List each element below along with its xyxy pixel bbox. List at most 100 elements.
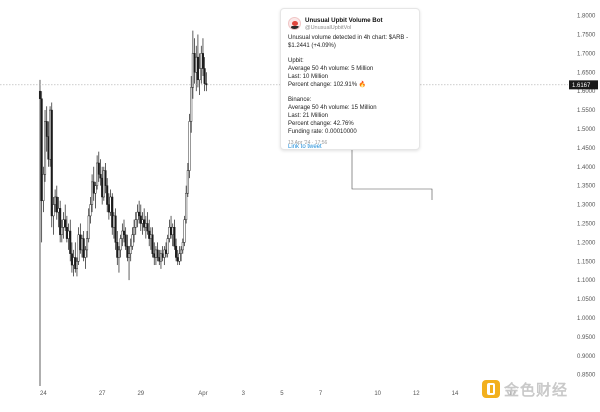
tweet-timestamp: 13 Apr '24 · 17:56: [288, 140, 328, 146]
candle: [52, 197, 55, 235]
candle-body: [57, 208, 60, 213]
candle-body: [111, 196, 114, 228]
candle: [158, 249, 161, 266]
y-tick-label: 1.2500: [577, 221, 596, 227]
candle: [62, 212, 65, 239]
y-tick-label: 1.3500: [577, 184, 596, 190]
candle: [133, 219, 136, 243]
candle: [42, 166, 45, 213]
candle: [122, 219, 126, 243]
candle: [96, 155, 99, 190]
tweet-card[interactable]: Unusual Upbit Volume Bot @UnusualUpbitVo…: [280, 8, 420, 150]
candle: [94, 181, 97, 209]
candle-body: [151, 234, 154, 254]
upbit-last: Last: 10 Million: [288, 74, 329, 80]
candle-body: [129, 245, 132, 254]
y-tick-label: 1.4500: [577, 146, 596, 152]
candle: [180, 246, 183, 262]
candle-body: [164, 249, 168, 254]
candle: [72, 249, 75, 277]
candle-body: [173, 227, 176, 247]
candle-body: [92, 181, 95, 194]
y-tick-label: 1.8000: [577, 14, 596, 20]
tweet-body: Unusual volume detected in 4h chart: $AR…: [288, 34, 414, 151]
candle-body: [134, 219, 137, 228]
candle: [170, 215, 173, 239]
candle: [49, 106, 52, 167]
candle: [139, 204, 142, 232]
candle: [80, 234, 84, 258]
candle: [186, 162, 189, 197]
candle-body: [143, 219, 146, 228]
candle: [69, 219, 72, 262]
candle-body: [70, 253, 73, 266]
candle-body: [122, 230, 126, 236]
candle: [74, 242, 77, 273]
candle-body: [153, 253, 156, 258]
candle: [168, 219, 171, 243]
candle: [65, 215, 68, 243]
candle: [67, 223, 70, 250]
candle-body: [104, 170, 107, 186]
binance-average: Average 50 4h volume: 15 Million: [288, 105, 377, 111]
candle: [149, 227, 152, 250]
candle-body: [146, 223, 149, 232]
candle: [129, 238, 132, 262]
candle-body: [200, 53, 203, 69]
candle: [82, 231, 85, 262]
candle-body: [126, 245, 129, 258]
candle: [60, 219, 63, 243]
candle-body: [121, 230, 124, 239]
candle-body: [171, 227, 174, 236]
candle: [128, 246, 131, 281]
candle-body: [60, 227, 63, 236]
candle: [50, 102, 53, 228]
candle-body: [45, 121, 48, 137]
candle: [64, 204, 67, 232]
candle: [131, 227, 134, 250]
candle-body: [72, 257, 75, 266]
candle-body: [86, 238, 89, 251]
candle: [176, 249, 179, 266]
jinse-watermark: 金色财经: [482, 378, 568, 400]
candle: [45, 106, 48, 152]
candle-body: [166, 238, 169, 254]
candle-body: [138, 211, 141, 217]
candle: [196, 34, 199, 88]
candle-body: [69, 230, 72, 254]
last-price-badge: [569, 80, 598, 90]
candle: [106, 178, 109, 213]
candle-body: [178, 253, 181, 262]
candle: [175, 238, 178, 262]
candle-body: [188, 121, 191, 171]
binance-last: Last: 21 Million: [288, 113, 329, 119]
candle: [114, 208, 117, 250]
candle: [87, 208, 90, 243]
candle-body: [168, 227, 171, 239]
candle-body: [52, 204, 55, 217]
candle-body: [55, 196, 58, 213]
candle: [141, 212, 144, 235]
candle: [79, 223, 82, 254]
candle-body: [170, 227, 173, 236]
candle-body: [196, 56, 199, 81]
x-tick-label: 29: [137, 391, 144, 397]
link-to-tweet[interactable]: Link to tweet: [288, 144, 322, 150]
candle: [99, 159, 102, 186]
candle: [77, 227, 80, 266]
candle-body: [64, 219, 67, 228]
candle-body: [176, 257, 179, 262]
candle: [181, 238, 184, 254]
candles: [38, 30, 208, 386]
candle: [112, 212, 115, 239]
tweet-author-name: Unusual Upbit Volume Bot: [305, 17, 383, 24]
candle-body: [75, 261, 78, 270]
x-tick-label: 7: [319, 391, 323, 397]
y-tick-label: 1.5500: [577, 108, 596, 114]
candle: [91, 174, 94, 213]
x-axis: 24 27 29 Apr 3 5 7 10 12 14 17: [40, 391, 516, 397]
candle: [205, 72, 208, 92]
candle-body: [54, 196, 57, 205]
